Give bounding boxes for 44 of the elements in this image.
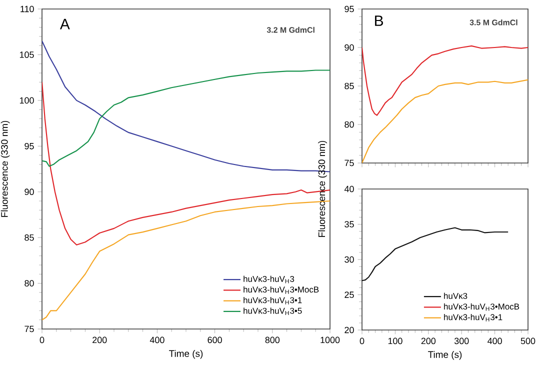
y-tick-label: 20 [344, 326, 354, 334]
x-tick-label: 0 [360, 338, 364, 344]
y-tick-label: 25 [344, 292, 354, 298]
y-tick-label: 95 [344, 6, 354, 12]
y-axis-title: Fluorescence (330 nm) [0, 120, 10, 217]
x-tick-label: 600 [208, 336, 222, 344]
text: huVκ3-huV$_{H}$3•1 [444, 314, 502, 322]
y-tick-label: 110 [20, 6, 34, 12]
x-tick-label: 200 [92, 336, 107, 344]
annotation: B [375, 16, 383, 26]
y-tick-label: 90 [24, 188, 34, 196]
y-tick-label: 95 [24, 142, 34, 150]
x-tick-label: 300 [454, 338, 469, 344]
legend-label: huVκ3-huV$_{H}$3•5 [244, 308, 302, 316]
y-tick-label: 105 [20, 52, 34, 58]
y-tick-label: 80 [24, 280, 34, 286]
y-tick-label: 85 [344, 82, 354, 90]
x-tick-label: 0 [40, 336, 44, 344]
y-axis-title: Fluorescence (330 nm) [318, 140, 327, 237]
y-tick-label: 35 [344, 221, 354, 228]
y-tick-label: 85 [24, 234, 34, 241]
y-tick-label: 30 [344, 256, 354, 263]
x-tick-label: 400 [488, 338, 502, 344]
y-tick-label: 80 [344, 121, 354, 128]
y-tick-label: 100 [20, 97, 34, 104]
x-tick-label: 1000 [320, 336, 340, 344]
line-series [42, 82, 330, 246]
y-tick-label: 90 [344, 44, 354, 51]
legend-label: huVκ3-huV$_{H}$3•1 [244, 296, 302, 304]
x-tick-label: 100 [388, 338, 402, 344]
x-tick-label: 400 [150, 336, 164, 344]
x-axis-title: Time (s) [169, 350, 203, 359]
x-axis-title: Time (s) [428, 350, 462, 360]
legend-label: huVκ3 [444, 292, 468, 299]
legend-label: huVκ3-huV$_{H}$3 [244, 276, 294, 284]
text: huVκ3-huV$_{H}$3•MocB [444, 303, 520, 311]
legend-label: huVκ3-huV$_{H}$3•MocB [244, 286, 319, 294]
x-tick-label: 500 [520, 338, 536, 344]
x-tick-label: 200 [421, 338, 436, 344]
y-tick-label: 75 [344, 160, 354, 166]
y-tick-label: 40 [344, 186, 354, 192]
y-tick-label: 75 [24, 326, 34, 332]
annotation: A [60, 18, 70, 30]
x-tick-label: 800 [265, 336, 280, 344]
